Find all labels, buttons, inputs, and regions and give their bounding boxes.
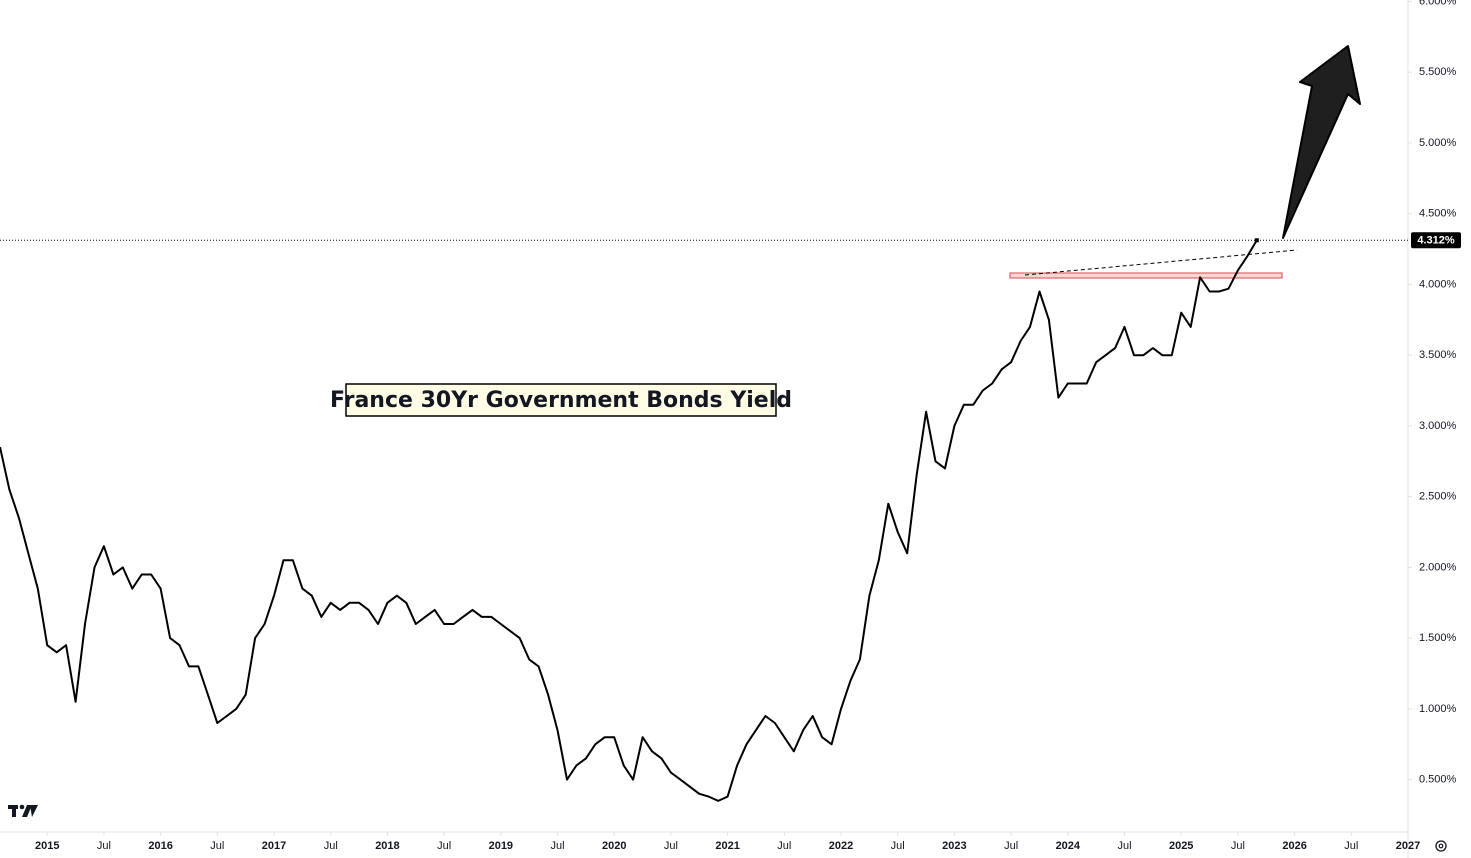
y-tick-label: 3.500%: [1419, 349, 1457, 361]
x-tick-label: 2025: [1169, 840, 1193, 852]
x-tick-label: Jul: [437, 840, 451, 852]
logo: [8, 804, 38, 817]
x-tick-label: Jul: [97, 840, 111, 852]
last-point: [1254, 238, 1259, 243]
arrow: [1282, 45, 1361, 239]
x-tick-label: 2020: [602, 840, 626, 852]
x-tick-label: 2016: [148, 840, 172, 852]
y-tick-label: 3.000%: [1419, 420, 1457, 432]
x-tick-label: Jul: [550, 840, 564, 852]
y-tick-label: 2.000%: [1419, 561, 1457, 573]
x-tick-label: 2022: [829, 840, 853, 852]
y-tick-label: 6.000%: [1419, 0, 1457, 7]
y-tick-label: 0.500%: [1419, 774, 1457, 786]
y-tick-label: 4.500%: [1419, 208, 1457, 220]
x-tick-label: Jul: [1344, 840, 1358, 852]
x-tick-label: 2024: [1056, 840, 1081, 852]
x-tick-label: 2015: [35, 840, 59, 852]
x-tick-label: 2017: [262, 840, 286, 852]
x-tick-label: Jul: [891, 840, 905, 852]
x-tick-label: 2027: [1396, 840, 1420, 852]
x-tick-label: 2019: [489, 840, 513, 852]
y-tick-label: 5.500%: [1419, 66, 1457, 78]
annotation: France 30Yr Government Bonds Yield: [330, 388, 792, 413]
x-tick-label: Jul: [1004, 840, 1018, 852]
x-tick-label: 2021: [715, 840, 739, 852]
x-tick-label: 2018: [375, 840, 399, 852]
price-label-bg: [1411, 232, 1461, 249]
x-tick-label: Jul: [664, 840, 678, 852]
y-tick-label: 5.000%: [1419, 137, 1457, 149]
x-tick-label: Jul: [324, 840, 338, 852]
price-label: 4.312%: [1417, 235, 1455, 247]
trend-line: [1024, 249, 1298, 276]
x-tick-label: Jul: [777, 840, 791, 852]
x-tick-label: Jul: [1231, 840, 1245, 852]
series-line: [0, 239, 1258, 802]
y-tick-label: 1.000%: [1419, 703, 1457, 715]
y-tick-label: 1.500%: [1419, 632, 1457, 644]
x-tick-label: 2023: [942, 840, 966, 852]
x-tick-label: Jul: [210, 840, 224, 852]
annotation-box: [345, 383, 777, 417]
x-tick-label: 2026: [1282, 840, 1306, 852]
settings-icon[interactable]: [1435, 840, 1447, 852]
y-tick-label: 2.500%: [1419, 491, 1457, 503]
x-tick-label: Jul: [1117, 840, 1131, 852]
resistance-zone: [1009, 272, 1283, 279]
y-tick-label: 4.000%: [1419, 278, 1457, 290]
